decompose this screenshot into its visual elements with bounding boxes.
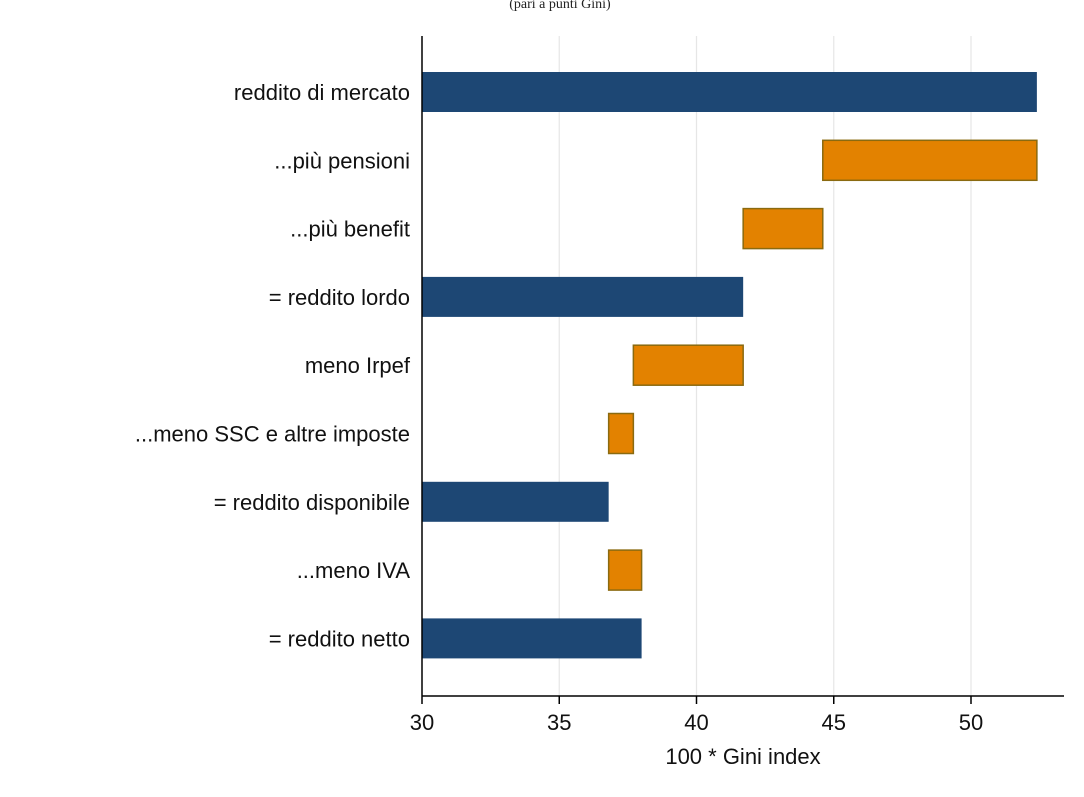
- level-bar: [422, 72, 1037, 112]
- category-label: ...meno SSC e altre imposte: [135, 422, 410, 447]
- x-axis-title: 100 * Gini index: [665, 744, 820, 769]
- category-label: ...più pensioni: [274, 148, 410, 173]
- category-label: = reddito disponibile: [214, 490, 410, 515]
- x-tick-label: 45: [822, 710, 846, 735]
- change-bar: [822, 139, 1038, 182]
- x-tick-label: 50: [959, 710, 983, 735]
- x-ticks: 30 35 40 45 50: [410, 696, 983, 735]
- category-label: = reddito netto: [269, 626, 410, 651]
- x-tick-label: 35: [547, 710, 571, 735]
- category-label: meno Irpef: [305, 353, 411, 378]
- change-bar: [607, 549, 643, 591]
- change-bar: [607, 412, 635, 455]
- chart-title: (pari a punti Gini): [509, 0, 611, 12]
- change-bar: [742, 207, 824, 250]
- category-label: ...meno IVA: [297, 558, 411, 583]
- level-bar: [422, 618, 642, 659]
- x-tick-label: 30: [410, 710, 434, 735]
- level-bar: [422, 481, 609, 522]
- category-label: = reddito lordo: [269, 285, 410, 310]
- level-bar: [422, 276, 744, 317]
- category-labels: reddito di mercato ...più pensioni ...più …: [135, 80, 411, 651]
- category-label: ...più benefit: [290, 217, 410, 242]
- bars: [422, 72, 1038, 659]
- category-label: reddito di mercato: [234, 80, 410, 105]
- x-tick-label: 40: [684, 710, 708, 735]
- grid-lines: [558, 36, 972, 696]
- change-bar: [632, 344, 744, 386]
